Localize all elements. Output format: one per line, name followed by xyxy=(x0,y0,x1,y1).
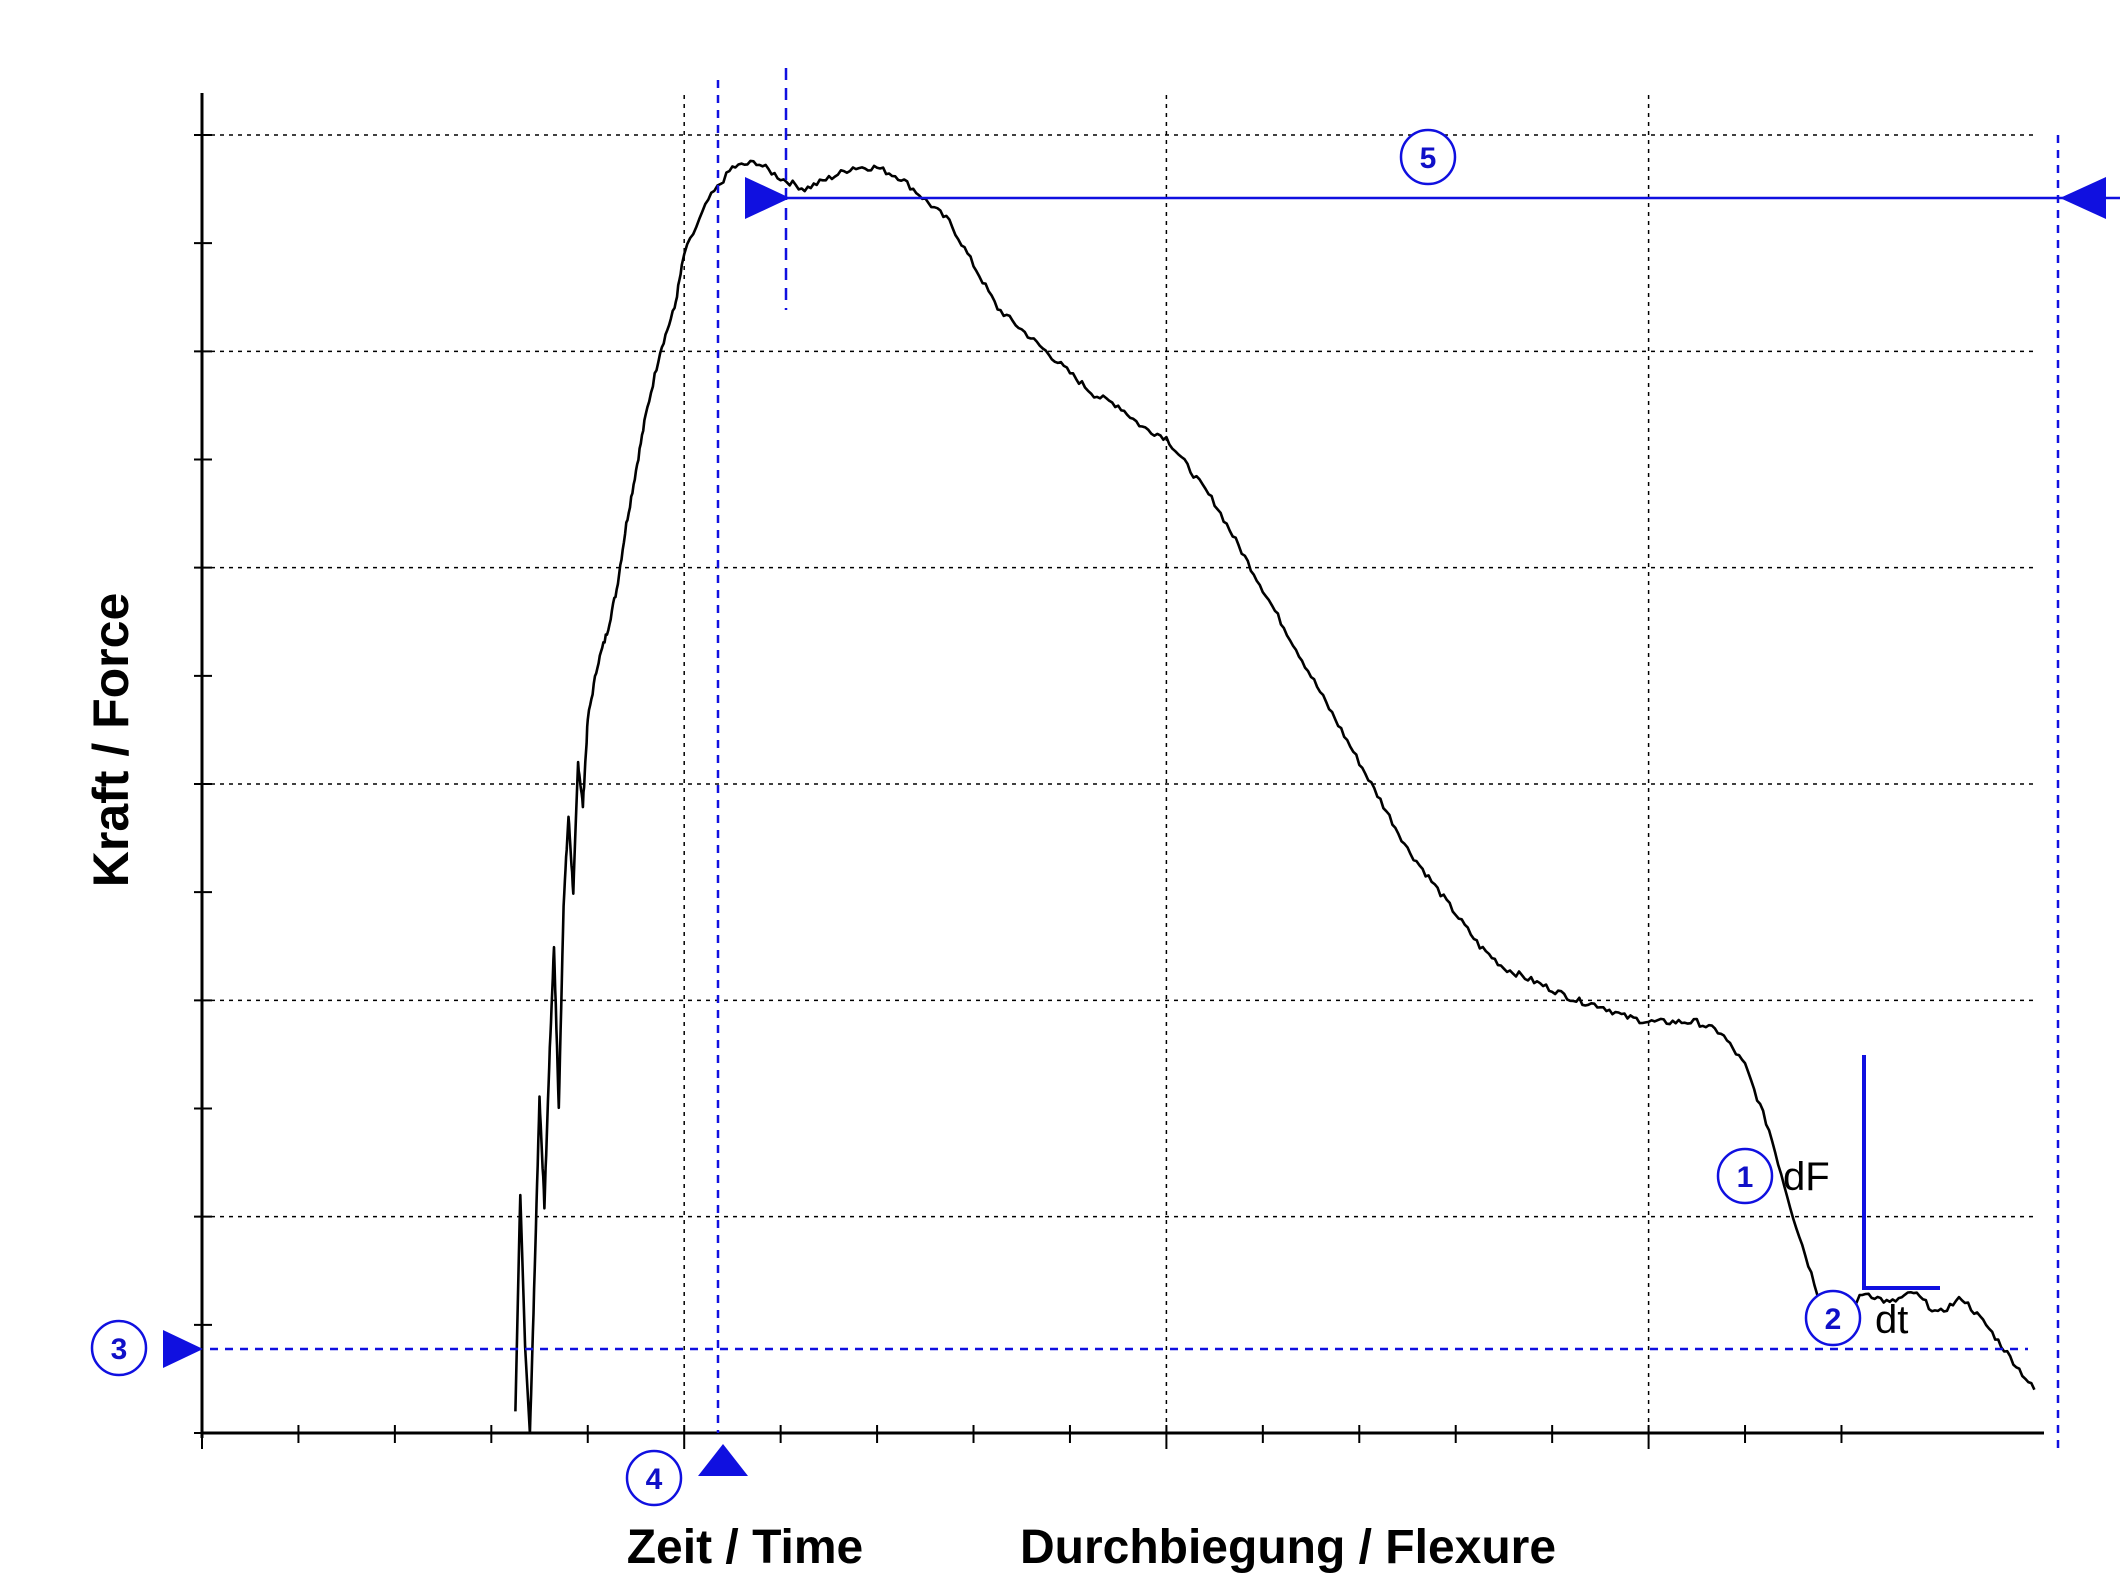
x-axis-label-flexure: Durchbiegung / Flexure xyxy=(1020,1521,1556,1574)
marker-1-number: 1 xyxy=(1737,1161,1754,1194)
marker-3-number: 3 xyxy=(111,1333,128,1366)
force-curve xyxy=(514,159,2036,1435)
span-arrow-left xyxy=(745,177,790,219)
threshold-arrow xyxy=(163,1330,203,1368)
annotations xyxy=(163,68,2120,1476)
span-arrow-right xyxy=(2060,177,2106,219)
marker-5: 5 xyxy=(1399,128,1457,186)
marker-4: 4 xyxy=(625,1449,683,1507)
marker-3: 3 xyxy=(90,1319,148,1377)
x-axis-label-time: Zeit / Time xyxy=(627,1521,864,1574)
dt-label: dt xyxy=(1875,1298,1908,1342)
axes xyxy=(194,93,2044,1449)
marker-4-number: 4 xyxy=(646,1463,663,1496)
y-axis-label: Kraft / Force xyxy=(83,593,139,888)
grid xyxy=(202,95,2034,1433)
marker-5-number: 5 xyxy=(1420,142,1437,175)
marker-1: 1 xyxy=(1716,1147,1774,1205)
marker-2-number: 2 xyxy=(1825,1303,1842,1336)
start-arrow xyxy=(698,1444,748,1476)
df-label: dF xyxy=(1783,1155,1830,1199)
curve-layer xyxy=(514,159,2036,1435)
marker-2: 2 xyxy=(1804,1289,1862,1347)
